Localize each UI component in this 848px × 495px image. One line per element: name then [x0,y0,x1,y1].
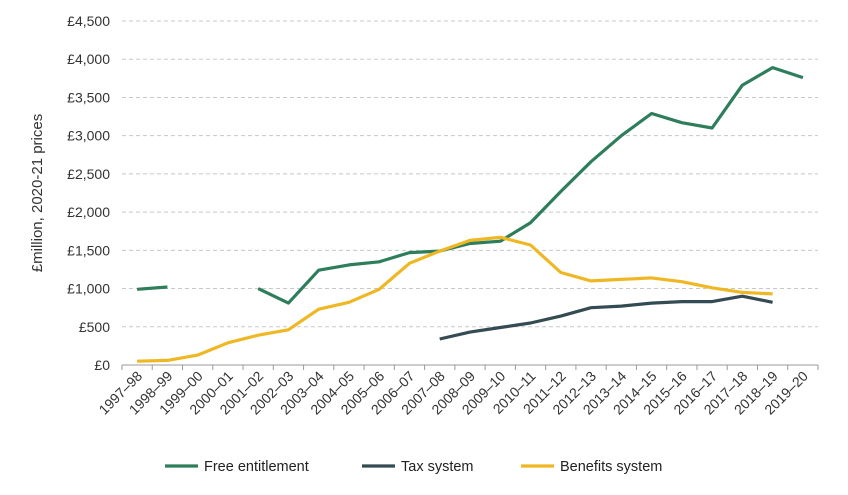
y-tick-label: £3,500 [67,89,110,105]
y-tick-label: £500 [79,319,110,335]
gridlines [122,20,818,328]
series-benefits-system [137,235,773,363]
x-axis-tick-marks [121,365,819,370]
legend-item: Free entitlement [165,459,309,475]
series-line [439,294,773,341]
legend-item: Benefits system [521,459,662,475]
series-line [137,235,773,363]
series-free-entitlement [136,65,804,305]
legend: Free entitlement Tax system Benefits syste… [165,459,662,475]
y-tick-label: £0 [94,357,110,373]
series-line [257,65,804,305]
y-axis-title: £million, 2020-21 prices [29,114,46,272]
y-tick-label: £2,000 [67,204,110,220]
y-tick-label: £4,500 [67,13,110,29]
y-tick-label: £1,500 [67,242,110,258]
legend-item: Tax system [362,459,474,475]
legend-label: Free entitlement [204,459,309,475]
y-tick-label: £3,000 [67,128,110,144]
series-tax-system [439,294,773,341]
series-line [136,285,168,291]
y-tick-label: £1,000 [67,281,110,297]
y-tick-label: £2,500 [67,166,110,182]
legend-label: Benefits system [560,459,662,475]
x-axis-ticks: 1997–981998–991999–002000–012001–022002–… [95,368,811,418]
legend-label: Tax system [401,459,474,475]
series-lines [136,65,804,363]
y-tick-label: £4,000 [67,51,110,67]
y-axis-ticks: £0 £500 £1,000 £1,500 £2,000 £2,500 £3,000 £3,5… [67,13,110,373]
